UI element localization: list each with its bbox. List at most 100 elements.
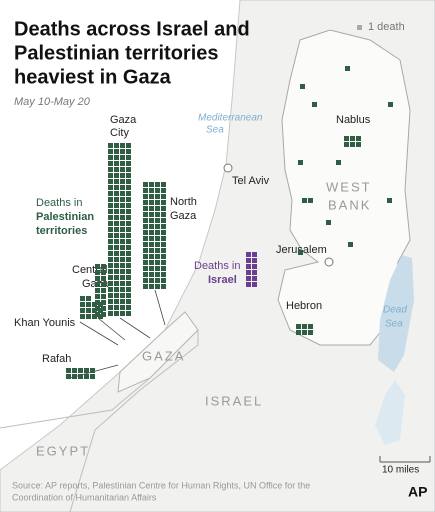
- death-square: [246, 264, 251, 269]
- death-square: [120, 143, 125, 148]
- death-square: [114, 173, 119, 178]
- death-square: [114, 269, 119, 274]
- death-square: [108, 167, 113, 172]
- death-square: [143, 188, 148, 193]
- death-square: [120, 287, 125, 292]
- death-square: [120, 221, 125, 226]
- death-square: [155, 200, 160, 205]
- death-square: [143, 242, 148, 247]
- area-label: Israel: [208, 274, 237, 286]
- death-square: [90, 374, 95, 379]
- gaza-strip: [117, 311, 199, 393]
- death-square: [120, 173, 125, 178]
- death-square: [143, 284, 148, 289]
- death-square: [296, 330, 301, 335]
- death-square: [308, 330, 313, 335]
- death-square: [101, 288, 106, 293]
- death-square: [149, 206, 154, 211]
- death-square: [149, 284, 154, 289]
- death-square: [143, 266, 148, 271]
- death-square: [95, 306, 100, 311]
- death-square: [72, 368, 77, 373]
- death-square: [114, 245, 119, 250]
- death-square: [161, 248, 166, 253]
- death-square: [101, 294, 106, 299]
- death-square: [252, 282, 257, 287]
- death-square: [108, 221, 113, 226]
- death-square: [126, 263, 131, 268]
- death-square: [126, 149, 131, 154]
- death-square: [161, 206, 166, 211]
- death-square: [101, 270, 106, 275]
- death-square: [114, 251, 119, 256]
- death-square: [98, 314, 103, 319]
- death-square: [114, 293, 119, 298]
- death-square: [161, 230, 166, 235]
- death-square: [120, 155, 125, 160]
- death-square: [72, 374, 77, 379]
- death-square: [161, 278, 166, 283]
- death-square: [114, 143, 119, 148]
- death-square: [126, 281, 131, 286]
- death-square: [98, 308, 103, 313]
- death-square: [126, 173, 131, 178]
- death-square: [120, 191, 125, 196]
- death-square: [126, 305, 131, 310]
- death-square: [161, 266, 166, 271]
- death-square: [155, 272, 160, 277]
- death-square: [155, 218, 160, 223]
- death-square: [155, 284, 160, 289]
- place: ISRAEL: [205, 393, 263, 408]
- death-square: [114, 299, 119, 304]
- death-square: [155, 188, 160, 193]
- death-square: [155, 278, 160, 283]
- city-dot: [324, 257, 334, 267]
- dead-sea: [378, 255, 414, 372]
- death-square: [126, 299, 131, 304]
- death-square: [80, 296, 85, 301]
- death-square: [120, 215, 125, 220]
- death-square: [126, 269, 131, 274]
- title: Palestinian territories: [14, 42, 219, 64]
- death-square: [149, 248, 154, 253]
- scale-label: 10 miles: [382, 465, 419, 476]
- death-square: [161, 188, 166, 193]
- death-square: [126, 155, 131, 160]
- death-square: [161, 272, 166, 277]
- death-square: [120, 161, 125, 166]
- death-square: [108, 185, 113, 190]
- death-square: [143, 182, 148, 187]
- death-square: [101, 264, 106, 269]
- death-square: [126, 191, 131, 196]
- death-square: [126, 251, 131, 256]
- death-square: [143, 218, 148, 223]
- death-square: [161, 260, 166, 265]
- place: BANK: [328, 197, 371, 212]
- death-square: [114, 167, 119, 172]
- death-square: [78, 368, 83, 373]
- death-square: [149, 230, 154, 235]
- death-square: [308, 324, 313, 329]
- death-square: [155, 266, 160, 271]
- group-label: Deaths in: [36, 197, 82, 209]
- death-square: [114, 287, 119, 292]
- death-square: [108, 263, 113, 268]
- city-dot: [223, 163, 233, 173]
- death-square: [126, 143, 131, 148]
- death-square: [149, 254, 154, 259]
- death-square: [161, 182, 166, 187]
- death-square: [86, 296, 91, 301]
- place: WEST: [326, 179, 372, 194]
- death-square: [114, 257, 119, 262]
- area-label: Gaza: [110, 114, 137, 126]
- death-square: [108, 251, 113, 256]
- death-square: [95, 264, 100, 269]
- death-square: [120, 263, 125, 268]
- death-square: [108, 275, 113, 280]
- death-square: [120, 311, 125, 316]
- death-square: [252, 264, 257, 269]
- death-square: [108, 209, 113, 214]
- death-square: [108, 179, 113, 184]
- death-square: [114, 239, 119, 244]
- death-square: [126, 197, 131, 202]
